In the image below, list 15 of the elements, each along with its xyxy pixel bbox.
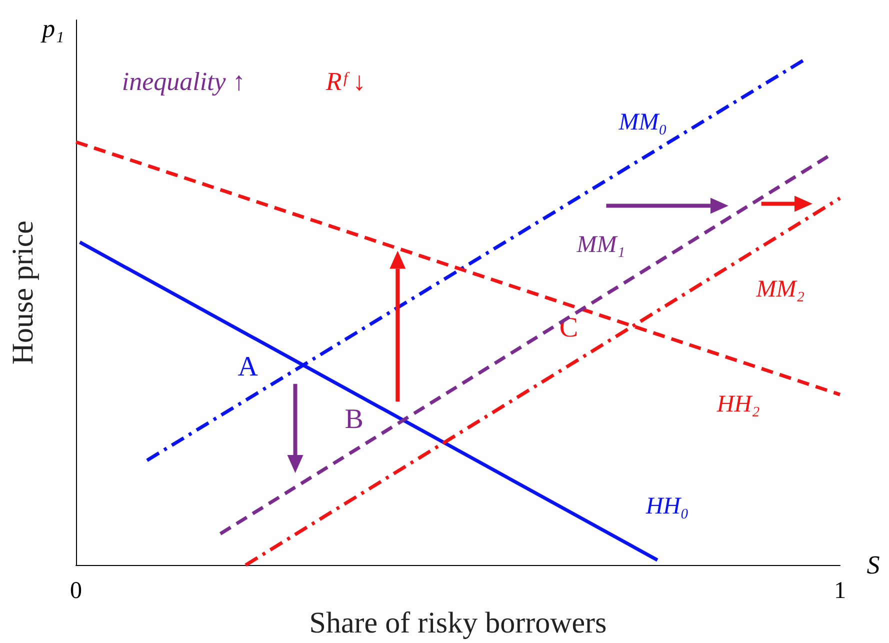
series-label: MM₀ [618, 110, 668, 136]
x-axis-title: Share of risky borrowers [309, 606, 607, 640]
annotation: B [344, 404, 364, 435]
x-tick-label: 0 [70, 578, 82, 604]
annotation: A [238, 352, 259, 383]
series-label: HH₂ [716, 392, 760, 418]
text: p₁ [40, 14, 64, 44]
y-axis-title: House price [6, 220, 40, 365]
annotation: Rᶠ ↓ [324, 67, 366, 96]
series-label: MM₂ [755, 276, 805, 302]
series-label: HH₀ [644, 493, 689, 520]
x-tick-label: 1 [834, 578, 846, 604]
series-label: MM₁ [576, 232, 626, 258]
annotation: inequality ↑ [122, 67, 246, 96]
text: S [866, 550, 880, 580]
